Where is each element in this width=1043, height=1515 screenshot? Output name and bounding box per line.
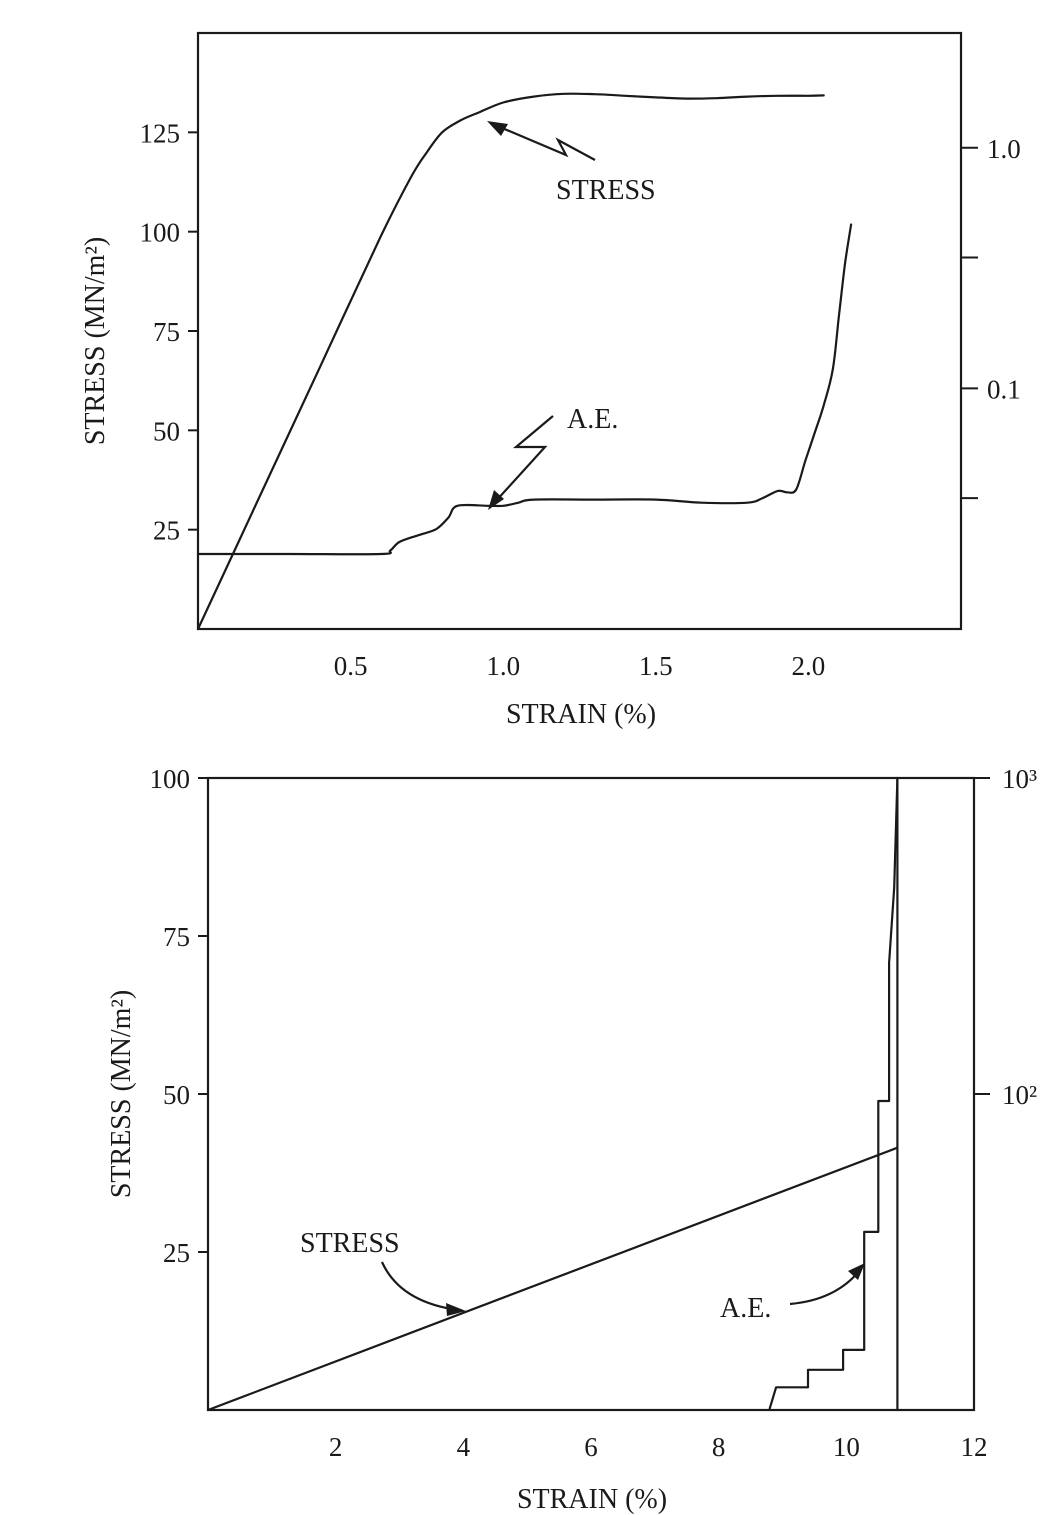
series-ae-line — [196, 223, 853, 556]
y-tick-label: 25 — [163, 1238, 190, 1268]
x-tick-label: 12 — [961, 1432, 988, 1462]
plot-frame — [196, 31, 963, 631]
x-tick-label: 0.5 — [334, 651, 368, 681]
annotation-ae: A.E. — [567, 404, 618, 435]
x-tick-labels: 2 4 6 8 10 12 — [329, 1432, 988, 1462]
y-tick-label: 100 — [140, 218, 181, 248]
x-tick-label: 2.0 — [792, 651, 826, 681]
x-tick-label: 10 — [833, 1432, 860, 1462]
y-tick-label: 50 — [163, 1080, 190, 1110]
annotation-stress-arrow — [487, 121, 596, 161]
x-axis-label: STRAIN (%) — [517, 1484, 667, 1515]
annotation-ae: A.E. — [720, 1293, 771, 1324]
series-ae-line — [768, 776, 899, 1410]
x-axis-label: STRAIN (%) — [506, 699, 656, 730]
series-stress-line — [196, 92, 825, 631]
y-tick-label: 125 — [140, 118, 181, 148]
annotation-ae-arrow — [789, 1263, 865, 1306]
annotation-stress: STRESS — [300, 1228, 400, 1259]
x-tick-label: 1.0 — [486, 651, 520, 681]
y2-tick-label: 10³ — [1002, 764, 1037, 794]
y-tick-label: 50 — [153, 416, 180, 446]
y-axis-label: STRESS (MN/m²) — [106, 990, 137, 1198]
y-axis-label: STRESS (MN/m²) — [80, 237, 111, 445]
y-tick-label: 75 — [163, 922, 190, 952]
y2-tick-labels: 10³ 10² — [974, 764, 1037, 1110]
annotation-stress-arrow — [380, 1261, 466, 1316]
x-tick-labels: 0.5 1.0 1.5 2.0 — [334, 651, 826, 681]
y-tick-label: 25 — [153, 516, 180, 546]
y-tick-labels: 25 50 75 100 — [150, 764, 208, 1268]
annotation-ae-arrow — [488, 415, 554, 510]
y2-tick-marks: 1.0 0.1 — [961, 134, 1021, 500]
x-tick-label: 4 — [457, 1432, 471, 1462]
series-stress-line — [206, 1146, 899, 1412]
x-tick-label: 6 — [584, 1432, 598, 1462]
y-tick-label: 75 — [153, 317, 180, 347]
chart-bottom: 2 4 6 8 10 12 25 50 75 100 10³ 10² STRESS A.E. ST… — [106, 764, 1037, 1515]
y-tick-label: 100 — [150, 764, 191, 794]
y2-tick-label: 10² — [1002, 1080, 1037, 1110]
chart-top: 0.5 1.0 1.5 2.0 25 50 75 100 125 1.0 0.1 STRESS … — [80, 31, 1021, 730]
y2-tick-label: 1.0 — [987, 134, 1021, 164]
x-tick-label: 2 — [329, 1432, 343, 1462]
x-tick-label: 8 — [712, 1432, 726, 1462]
y2-tick-label: 0.1 — [987, 374, 1021, 404]
y-tick-labels: 25 50 75 100 125 — [140, 118, 198, 546]
annotation-stress: STRESS — [556, 175, 656, 206]
x-tick-label: 1.5 — [639, 651, 673, 681]
plot-frame — [206, 776, 976, 1412]
